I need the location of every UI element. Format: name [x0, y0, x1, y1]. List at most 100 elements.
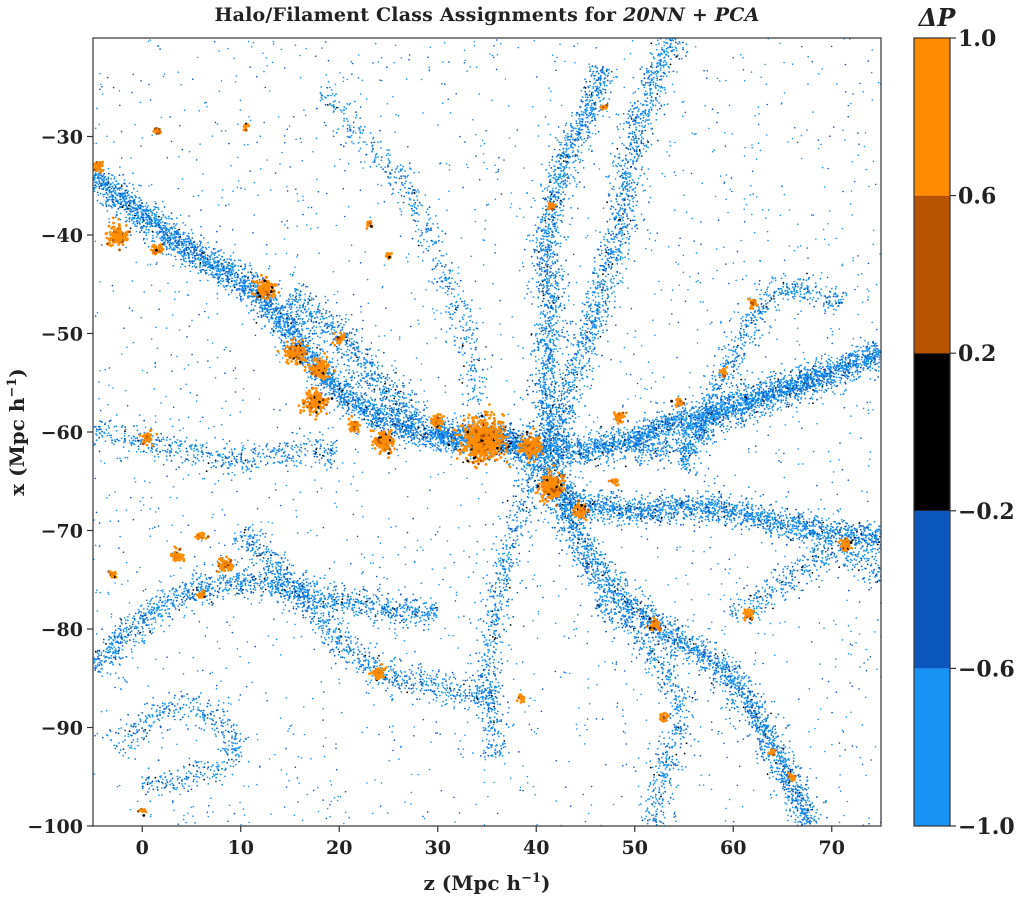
data-point — [426, 425, 428, 427]
data-point — [433, 449, 435, 451]
data-point — [574, 443, 576, 445]
data-point — [226, 267, 228, 269]
data-point — [357, 400, 359, 402]
data-point — [222, 278, 224, 280]
data-point — [640, 440, 642, 442]
data-point — [603, 449, 605, 451]
data-point — [236, 279, 238, 281]
data-point — [419, 444, 421, 446]
data-point — [644, 412, 646, 414]
data-point — [151, 221, 153, 223]
data-point — [93, 177, 95, 179]
data-point — [240, 260, 242, 262]
data-point — [414, 432, 416, 434]
data-point — [432, 438, 434, 440]
data-point — [668, 417, 670, 419]
data-point — [470, 458, 472, 460]
data-point — [237, 275, 239, 277]
data-point — [234, 272, 236, 274]
data-point — [552, 437, 554, 439]
data-point — [219, 250, 221, 252]
data-point — [324, 394, 326, 396]
data-point — [651, 431, 653, 433]
data-point — [238, 270, 240, 272]
data-point — [178, 240, 180, 242]
data-point — [394, 435, 396, 437]
data-point — [188, 258, 190, 260]
data-point — [282, 320, 284, 322]
data-point — [276, 306, 278, 308]
data-point — [359, 403, 361, 405]
data-point — [315, 384, 317, 386]
data-point — [200, 262, 202, 264]
data-point — [279, 308, 281, 310]
data-point — [278, 303, 280, 305]
data-point — [126, 201, 128, 203]
data-point — [295, 324, 297, 326]
data-point — [170, 238, 172, 240]
data-point — [312, 362, 314, 364]
data-point — [215, 267, 217, 269]
data-point — [273, 323, 275, 325]
data-point — [218, 260, 220, 262]
data-point — [618, 438, 620, 440]
data-point — [656, 411, 658, 413]
data-point — [586, 460, 588, 462]
data-point — [721, 392, 723, 394]
data-point — [118, 187, 120, 189]
data-point — [199, 264, 201, 266]
data-point — [102, 194, 104, 196]
data-point — [580, 454, 582, 456]
data-point — [616, 431, 618, 433]
data-point — [371, 399, 373, 401]
data-point — [550, 451, 552, 453]
data-point — [239, 278, 241, 280]
data-point — [277, 317, 279, 319]
data-point — [590, 439, 592, 441]
data-point — [270, 332, 272, 334]
data-point — [430, 437, 432, 439]
data-point — [162, 230, 164, 232]
data-point — [372, 423, 374, 425]
data-point — [422, 436, 424, 438]
data-point — [421, 421, 423, 423]
data-point — [337, 381, 339, 383]
data-point — [242, 299, 244, 301]
data-point — [259, 279, 261, 281]
data-point — [140, 211, 142, 213]
data-point — [376, 425, 378, 427]
data-point — [404, 448, 406, 450]
data-point — [114, 192, 116, 194]
data-point — [351, 412, 353, 414]
data-point — [335, 366, 337, 368]
data-point — [619, 448, 621, 450]
data-point — [214, 260, 216, 262]
data-point — [130, 195, 132, 197]
data-point — [625, 466, 627, 468]
data-point — [112, 175, 114, 177]
data-point — [195, 249, 197, 251]
data-point — [348, 394, 350, 396]
data-point — [649, 432, 651, 434]
data-point — [284, 322, 286, 324]
data-point — [333, 409, 335, 411]
data-point — [223, 286, 225, 288]
data-point — [295, 340, 297, 342]
data-point — [240, 299, 242, 301]
data-point — [382, 427, 384, 429]
data-point — [136, 207, 138, 209]
data-point — [122, 197, 124, 199]
data-point — [551, 458, 553, 460]
data-point — [666, 428, 668, 430]
data-point — [319, 344, 321, 346]
data-point — [410, 431, 412, 433]
data-point — [360, 414, 362, 416]
data-point — [408, 407, 410, 409]
data-point — [358, 411, 360, 413]
data-point — [361, 409, 363, 411]
data-point — [289, 334, 291, 336]
data-point — [577, 462, 579, 464]
data-point — [191, 237, 193, 239]
data-point — [214, 257, 216, 259]
